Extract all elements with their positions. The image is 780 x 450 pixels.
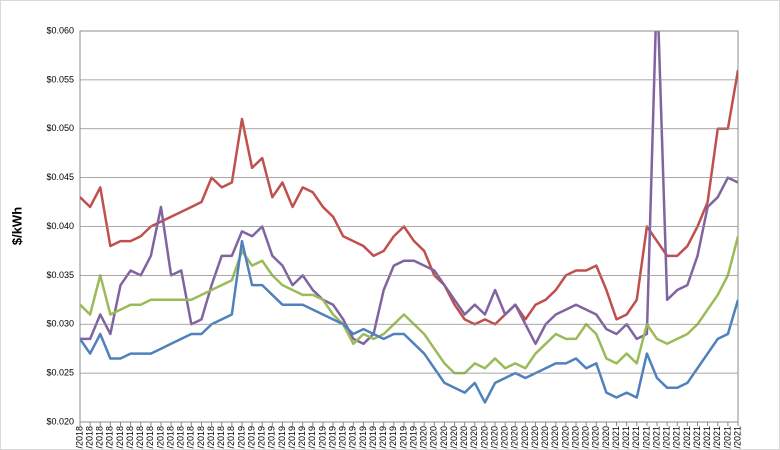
x-tick-label: /2020 xyxy=(419,426,429,449)
x-tick-label: /2019 xyxy=(338,426,348,449)
x-tick-label: /2020 xyxy=(449,426,459,449)
x-tick-label: /2018 xyxy=(216,426,226,449)
x-tick-label: /2020 xyxy=(500,426,510,449)
y-tick-label: $0.020 xyxy=(46,416,74,426)
x-tick-label: /2018 xyxy=(125,426,135,449)
series-line xyxy=(80,235,738,375)
x-tick-label: /2020 xyxy=(540,426,550,449)
x-tick-label: /2019 xyxy=(236,426,246,449)
x-tick-label: /2018 xyxy=(74,426,84,449)
lines xyxy=(80,31,738,404)
x-tick-label: /2019 xyxy=(246,426,256,449)
x-tick-label: /2019 xyxy=(388,426,398,449)
x-tick-label: /2021 xyxy=(611,426,621,449)
x-tick-label: /2018 xyxy=(84,426,94,449)
series-line xyxy=(80,239,738,404)
y-tick-label: $0.045 xyxy=(46,172,74,182)
x-tick-label: /2019 xyxy=(368,426,378,449)
y-tick-label: $0.025 xyxy=(46,368,74,378)
y-tick-label: $0.055 xyxy=(46,74,74,84)
x-tick-label: /2019 xyxy=(277,426,287,449)
x-tick-label: /2019 xyxy=(378,426,388,449)
x-tick-label: /2020 xyxy=(581,426,591,449)
x-tick-label: /2021 xyxy=(732,426,742,449)
series-line xyxy=(80,69,738,326)
x-tick-label: /2020 xyxy=(429,426,439,449)
x-tick-label: /2020 xyxy=(560,426,570,449)
x-tick-label: /2021 xyxy=(641,426,651,449)
x-tick-label: /2020 xyxy=(550,426,560,449)
x-tick-label: /2018 xyxy=(95,426,105,449)
x-tick-label: /2019 xyxy=(317,426,327,449)
x-tick-label: /2020 xyxy=(459,426,469,449)
x-tick-label: /2021 xyxy=(702,426,712,449)
series-line xyxy=(80,31,738,346)
x-tick-label: /2019 xyxy=(398,426,408,449)
x-tick-label: /2018 xyxy=(135,426,145,449)
x-tick-label: /2019 xyxy=(307,426,317,449)
x-tick-label: /2021 xyxy=(672,426,682,449)
x-tick-label: /2021 xyxy=(662,426,672,449)
x-tick-label: /2020 xyxy=(479,426,489,449)
y-tick-label: $0.050 xyxy=(46,123,74,133)
x-tick-label: /2018 xyxy=(196,426,206,449)
x-tick-label: /2021 xyxy=(631,426,641,449)
x-tick-label: /2020 xyxy=(570,426,580,449)
y-tick-label: $0.040 xyxy=(46,221,74,231)
x-tick-label: /2020 xyxy=(530,426,540,449)
y-axis-label: $/kWh xyxy=(9,207,24,245)
x-tick-label: /2018 xyxy=(165,426,175,449)
x-tick-label: /2020 xyxy=(601,426,611,449)
x-tick-label: /2020 xyxy=(591,426,601,449)
x-tick-label: /2018 xyxy=(145,426,155,449)
x-tick-label: /2020 xyxy=(520,426,530,449)
x-tick-label: /2021 xyxy=(692,426,702,449)
x-tick-label: /2019 xyxy=(348,426,358,449)
x-tick-label: /2018 xyxy=(186,426,196,449)
x-tick-label: /2019 xyxy=(267,426,277,449)
x-tick-label: /2020 xyxy=(510,426,520,449)
x-tick-label: /2019 xyxy=(408,426,418,449)
x-tick-label: /2018 xyxy=(226,426,236,449)
x-tick-label: /2018 xyxy=(206,426,216,449)
x-tick-label: /2018 xyxy=(155,426,165,449)
x-tick-label: /2021 xyxy=(682,426,692,449)
x-tick-label: /2021 xyxy=(651,426,661,449)
x-tick-label: /2018 xyxy=(115,426,125,449)
y-tick-label: $0.060 xyxy=(46,25,74,35)
x-tick-label: /2018 xyxy=(176,426,186,449)
x-tick-label: /2020 xyxy=(439,426,449,449)
x-tick-label: /2021 xyxy=(712,426,722,449)
y-tick-label: $0.030 xyxy=(46,319,74,329)
x-tick-label: /2018 xyxy=(105,426,115,449)
x-tick-label: /2019 xyxy=(327,426,337,449)
x-tick-label: /2019 xyxy=(358,426,368,449)
x-tick-label: /2021 xyxy=(722,426,732,449)
y-tick-label: $0.035 xyxy=(46,270,74,280)
x-tick-label: /2019 xyxy=(257,426,267,449)
x-tick-label: /2019 xyxy=(297,426,307,449)
x-tick-label: /2020 xyxy=(489,426,499,449)
x-tick-label: /2019 xyxy=(287,426,297,449)
x-tick-label: /2021 xyxy=(621,426,631,449)
x-tick-label: /2020 xyxy=(469,426,479,449)
